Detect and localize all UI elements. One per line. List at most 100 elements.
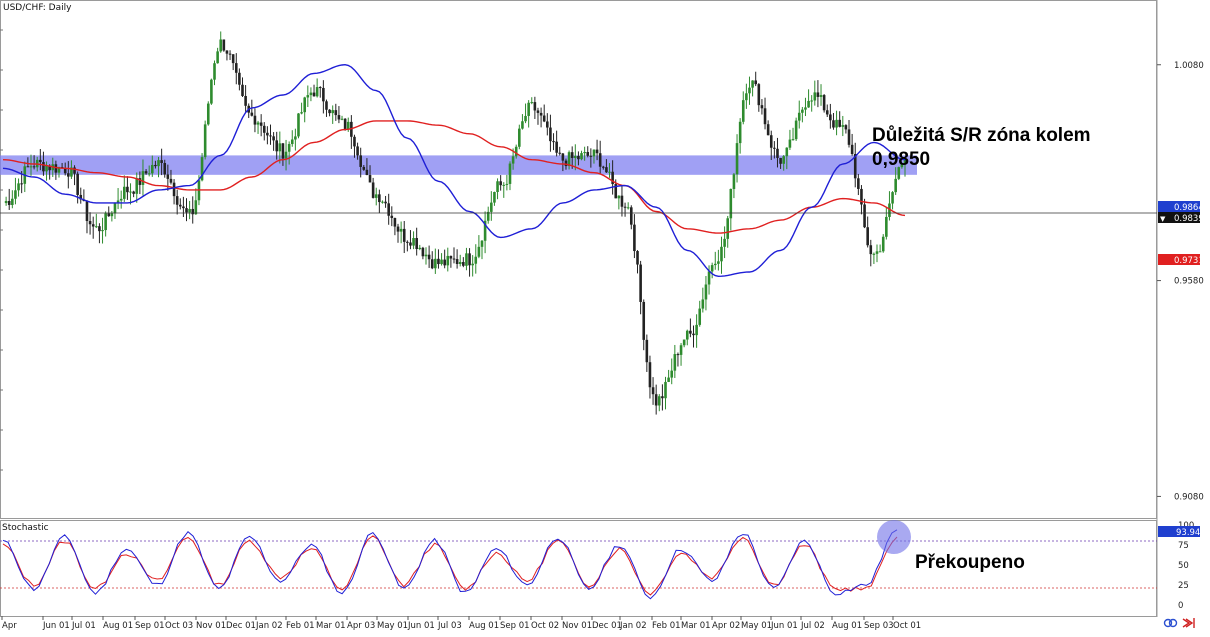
candle-body — [32, 166, 36, 168]
candle-body — [45, 165, 48, 172]
candle-body — [144, 171, 148, 174]
candle-body — [150, 164, 154, 174]
candle-body — [446, 255, 450, 266]
candle-body — [539, 112, 543, 116]
candle-body — [564, 160, 568, 167]
candle-body — [477, 246, 481, 257]
candle-body — [213, 63, 216, 80]
candle-body — [857, 178, 860, 189]
candle-body — [222, 39, 226, 51]
sr-zone[interactable] — [0, 155, 917, 175]
candle-body — [123, 186, 126, 199]
candle-body — [900, 163, 904, 168]
x-axis: Apr Jun 01 Jul 01 Aug 01 Sep 01 Oct 03 Nov 01 D… — [1, 616, 921, 631]
candle-body — [147, 173, 151, 175]
x-tick-label: May 01 — [377, 621, 408, 631]
candle-body — [866, 227, 869, 246]
candle-body — [685, 330, 689, 340]
price-badge-top: 0.9864 — [1158, 201, 1204, 213]
stoch-tick-label: 50 — [1178, 561, 1189, 571]
symbol-label: USD/CHF: Daily — [3, 3, 72, 13]
candle-body — [315, 87, 319, 97]
candle-body — [642, 301, 646, 340]
candle-body — [707, 271, 711, 285]
candle-body — [219, 39, 223, 52]
candle-body — [353, 136, 356, 147]
candle-body — [157, 160, 160, 167]
candle-body — [853, 154, 857, 179]
candle-body — [91, 224, 95, 227]
candle-body — [875, 251, 879, 254]
candle-body — [561, 153, 565, 161]
candle-body — [11, 198, 14, 205]
candle-body — [511, 156, 515, 164]
price-badge-bottom-text: 0.9839 — [1174, 214, 1204, 224]
ma-slow-line — [2, 120, 906, 234]
candle-body — [829, 114, 832, 121]
candle-body — [104, 213, 107, 231]
stoch-value-badge-text: 93.94 — [1176, 528, 1200, 538]
price-badge-top-text: 0.9864 — [1174, 203, 1204, 213]
candle-body — [70, 167, 73, 177]
candle-body — [290, 139, 294, 145]
candle-body — [412, 238, 415, 246]
candle-body — [378, 194, 381, 203]
candle-body — [42, 162, 45, 172]
candle-body — [760, 105, 764, 109]
candle-body — [754, 80, 758, 85]
candle-body — [713, 263, 717, 266]
x-tick-label: Aug 01 — [469, 621, 499, 631]
candle-body — [558, 152, 562, 154]
x-tick-label: Sep 03 — [864, 621, 894, 631]
candle-body — [601, 166, 605, 168]
candle-body — [328, 109, 331, 114]
stoch-tick-label: 25 — [1178, 581, 1189, 591]
x-tick-label: Apr 03 — [347, 621, 375, 631]
price-badge-bottom: ▼ 0.9839 — [1158, 212, 1204, 224]
candle-body — [259, 122, 263, 126]
candle-body — [710, 265, 714, 272]
candle-body — [241, 84, 244, 96]
x-tick-label: Dec 01 — [226, 621, 256, 631]
candle-body — [141, 171, 145, 185]
candle-body — [135, 178, 139, 194]
stoch-label-bg — [1, 521, 41, 532]
candle-body — [888, 203, 891, 217]
candle-body — [216, 51, 219, 64]
candle-body — [119, 198, 123, 201]
candle-body — [748, 87, 751, 94]
candle-body — [620, 195, 624, 207]
candle-body — [278, 143, 282, 152]
candle-body — [850, 144, 854, 155]
scroll-to-end-icon[interactable] — [1182, 618, 1195, 628]
candle-body — [623, 206, 627, 208]
candle-body — [779, 157, 782, 164]
link-icon[interactable] — [1163, 618, 1178, 628]
candle-body — [903, 159, 907, 164]
candle-body — [689, 330, 692, 334]
candle-body — [493, 192, 496, 203]
candle-body — [4, 201, 8, 204]
candle-body — [172, 182, 176, 197]
candle-body — [269, 135, 272, 137]
candle-body — [807, 100, 810, 108]
candle-body — [228, 53, 232, 55]
candle-body — [234, 63, 238, 73]
candle-body — [505, 183, 509, 185]
candle-body — [116, 200, 120, 203]
ma-fast-line — [2, 63, 906, 278]
candle-body — [76, 173, 79, 195]
ma-badge-text: 0.9731 — [1174, 256, 1204, 266]
candle-body — [574, 155, 577, 158]
candle-body — [160, 160, 163, 163]
candle-body — [549, 127, 552, 142]
x-tick-label: Sep 01 — [500, 621, 530, 631]
candle-body — [458, 262, 462, 264]
candle-body — [813, 92, 817, 101]
x-tick-label: May 01 — [741, 621, 772, 631]
candle-body — [57, 167, 61, 173]
candle-body — [468, 253, 471, 266]
candle-body — [667, 377, 670, 382]
candle-body — [735, 143, 739, 175]
candle-body — [717, 261, 720, 264]
